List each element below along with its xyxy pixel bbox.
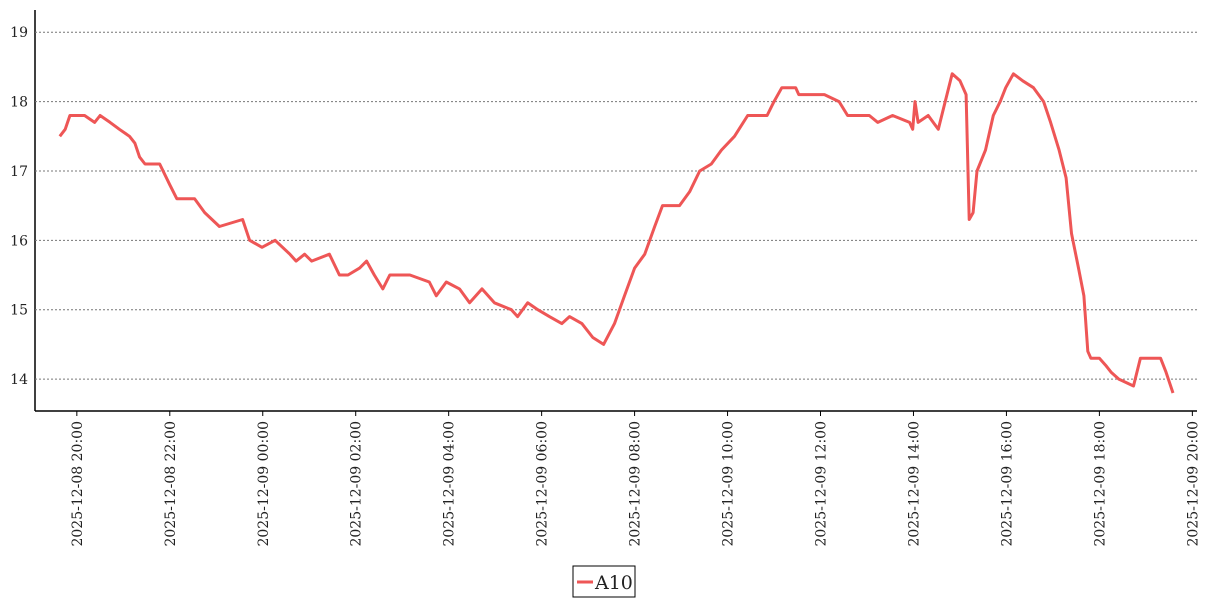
y-tick-label: 15 — [10, 303, 28, 319]
y-tick-label: 17 — [10, 164, 28, 180]
x-tick-label: 2025-12-09 10:00 — [721, 421, 737, 547]
x-tick-label: 2025-12-09 20:00 — [1185, 421, 1201, 547]
x-tick-label: 2025-12-08 22:00 — [163, 421, 179, 547]
y-tick-label: 18 — [10, 95, 28, 111]
x-tick-label: 2025-12-09 08:00 — [628, 421, 644, 547]
x-tick-label: 2025-12-09 16:00 — [999, 421, 1015, 547]
x-tick-label: 2025-12-09 02:00 — [349, 421, 365, 547]
y-tick-label: 16 — [10, 233, 28, 249]
y-tick-label: 14 — [10, 372, 28, 388]
x-tick-label: 2025-12-08 20:00 — [70, 421, 86, 547]
data-line — [58, 72, 1175, 394]
legend-label: A10 — [594, 572, 633, 594]
x-tick-label: 2025-12-09 14:00 — [906, 421, 922, 547]
x-tick-label: 2025-12-09 18:00 — [1092, 421, 1108, 547]
x-tick-label: 2025-12-09 04:00 — [442, 421, 458, 547]
y-tick-label: 19 — [10, 25, 28, 41]
x-tick-label: 2025-12-09 00:00 — [256, 421, 272, 547]
x-tick-label: 2025-12-09 06:00 — [535, 421, 551, 547]
legend: A10 — [572, 565, 636, 598]
x-tick-label: 2025-12-09 12:00 — [814, 421, 830, 547]
